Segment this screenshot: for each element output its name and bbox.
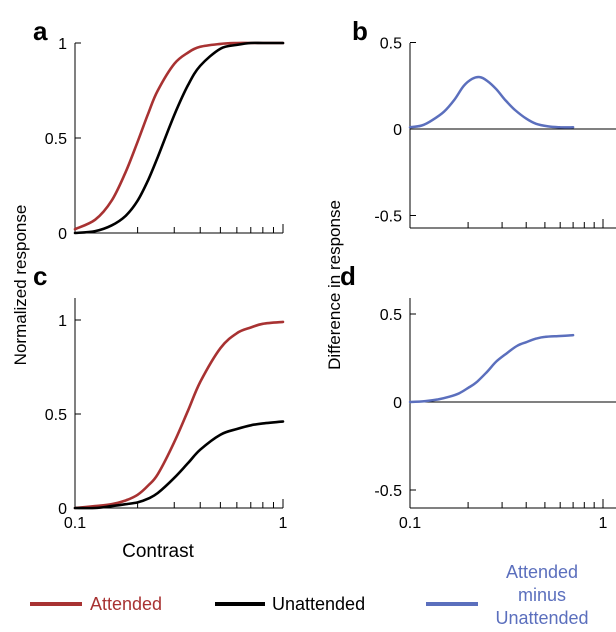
y-tick-label: 0	[58, 226, 67, 243]
panel-d: 0.5 0 -0.5 0.1 1	[374, 298, 616, 532]
y-tick-label: 0	[58, 501, 67, 518]
x-tick-label: 1	[279, 515, 288, 532]
panel-c: 0 0.5 1 0.1 1	[45, 298, 288, 532]
y-tick-label: -0.5	[374, 483, 402, 500]
legend: Attended Unattended Attended minus Unatt…	[30, 562, 589, 628]
y-tick-label: 0.5	[380, 307, 402, 324]
legend-label-unattended: Unattended	[272, 594, 365, 614]
legend-label-difference-line2: minus	[518, 585, 566, 605]
legend-label-difference-line1: Attended	[506, 562, 578, 582]
panel-b: 0.5 0 -0.5	[374, 36, 616, 229]
panel-letter-c: c	[33, 261, 47, 291]
x-axis-title: Contrast	[122, 541, 195, 562]
panel-letter-d: d	[340, 261, 356, 291]
series-line-unattended	[73, 41, 285, 235]
y-tick-label: 1	[58, 313, 67, 330]
series-line-unattended	[73, 420, 285, 510]
y-tick-label: 0.5	[45, 407, 67, 424]
series-line-attended	[73, 41, 285, 231]
x-tick-label: 0.1	[64, 515, 86, 532]
y-tick-label: 0.5	[380, 36, 402, 53]
series-line-attended-minus-unattended	[408, 75, 575, 129]
y-axis-title-right: Difference in response	[325, 200, 344, 370]
x-tick-label: 1	[599, 515, 608, 532]
panel-a: 00.51	[45, 36, 285, 243]
y-tick-label: 0	[393, 395, 402, 412]
panel-letter-b: b	[352, 16, 368, 46]
x-tick-label: 0.1	[399, 515, 421, 532]
y-tick-label: 0	[393, 122, 402, 139]
legend-label-difference-line3: Unattended	[495, 608, 588, 628]
y-tick-label: 0.5	[45, 131, 67, 148]
y-tick-label: 1	[58, 36, 67, 53]
legend-label-attended: Attended	[90, 594, 162, 614]
series-line-attended-minus-unattended	[408, 333, 575, 404]
y-axis-title-left: Normalized response	[11, 205, 30, 366]
y-tick-label: -0.5	[374, 209, 402, 226]
series-line-attended	[73, 320, 285, 510]
panel-letter-a: a	[33, 16, 48, 46]
